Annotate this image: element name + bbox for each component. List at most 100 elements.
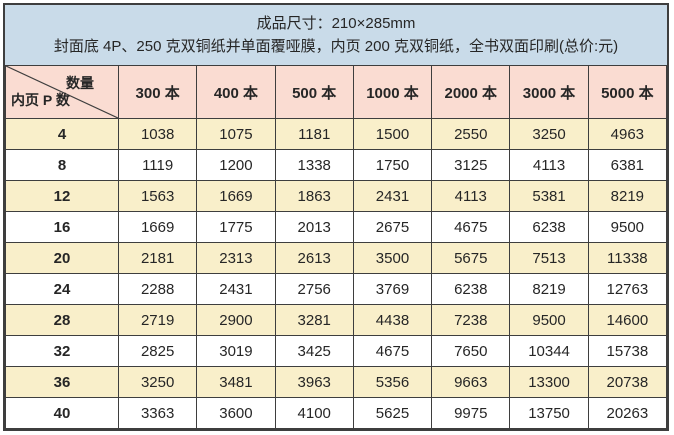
price-cell: 1863 xyxy=(274,180,354,212)
table-row: 32 2825 3019 3425 4675 7650 10344 15738 xyxy=(5,335,668,367)
price-cell: 3125 xyxy=(431,149,511,181)
price-cell: 2288 xyxy=(117,273,198,305)
price-cell: 13750 xyxy=(509,397,589,429)
price-cell: 7238 xyxy=(431,304,511,336)
price-cell: 8219 xyxy=(509,273,589,305)
price-cell: 12763 xyxy=(587,273,668,305)
column-header: 500 本 xyxy=(274,65,354,119)
price-cell: 5675 xyxy=(431,242,511,274)
price-cell: 4100 xyxy=(274,397,354,429)
spec-line-material: 封面底 4P、250 克双铜纸并单面覆哑膜，内页 200 克双铜纸，全书双面印刷… xyxy=(53,37,619,55)
table-row: 40 3363 3600 4100 5625 9975 13750 20263 xyxy=(5,397,668,429)
price-cell: 3769 xyxy=(352,273,433,305)
price-cell: 14600 xyxy=(587,304,668,336)
price-cell: 13300 xyxy=(509,366,589,398)
price-sheet: 成品尺寸：210×285mm 封面底 4P、250 克双铜纸并单面覆哑膜，内页 … xyxy=(3,3,669,431)
price-cell: 7513 xyxy=(509,242,589,274)
column-header: 5000 本 xyxy=(587,65,668,119)
price-cell: 2756 xyxy=(274,273,354,305)
price-cell: 6238 xyxy=(509,211,589,243)
price-cell: 1181 xyxy=(274,118,354,150)
diagonal-divider-icon xyxy=(6,66,118,118)
price-cell: 2675 xyxy=(352,211,433,243)
price-cell: 2550 xyxy=(431,118,511,150)
price-cell: 2431 xyxy=(352,180,433,212)
price-cell: 3500 xyxy=(352,242,433,274)
price-cell: 2313 xyxy=(196,242,276,274)
price-cell: 1669 xyxy=(196,180,276,212)
price-cell: 3963 xyxy=(274,366,354,398)
price-cell: 3363 xyxy=(117,397,198,429)
price-cell: 20263 xyxy=(587,397,668,429)
table-row: 24 2288 2431 2756 3769 6238 8219 12763 xyxy=(5,273,668,305)
table-row: 28 2719 2900 3281 4438 7238 9500 14600 xyxy=(5,304,668,336)
price-cell: 2013 xyxy=(274,211,354,243)
price-cell: 1038 xyxy=(117,118,198,150)
price-cell: 5381 xyxy=(509,180,589,212)
row-header-pages: 20 xyxy=(5,242,119,274)
spec-line-size: 成品尺寸：210×285mm xyxy=(256,15,416,32)
price-cell: 1750 xyxy=(352,149,433,181)
price-cell: 4113 xyxy=(509,149,589,181)
column-header-row: 数量 内页 P 数 300 本 400 本 500 本 1000 本 2000 本 300… xyxy=(5,65,668,119)
price-cell: 1119 xyxy=(117,149,198,181)
price-cell: 1500 xyxy=(352,118,433,150)
table-row: 16 1669 1775 2013 2675 4675 6238 9500 xyxy=(5,211,668,243)
price-cell: 4438 xyxy=(352,304,433,336)
price-cell: 3281 xyxy=(274,304,354,336)
column-header: 400 本 xyxy=(196,65,276,119)
price-cell: 3019 xyxy=(196,335,276,367)
price-cell: 1338 xyxy=(274,149,354,181)
price-cell: 6381 xyxy=(587,149,668,181)
price-cell: 4675 xyxy=(352,335,433,367)
price-cell: 3425 xyxy=(274,335,354,367)
price-cell: 9663 xyxy=(431,366,511,398)
corner-quantity-label: 数量 xyxy=(66,75,94,91)
row-header-pages: 36 xyxy=(5,366,119,398)
price-table: 数量 内页 P 数 300 本 400 本 500 本 1000 本 2000 本 300… xyxy=(5,65,668,429)
price-cell: 10344 xyxy=(509,335,589,367)
price-cell: 5625 xyxy=(352,397,433,429)
price-cell: 1563 xyxy=(117,180,198,212)
price-cell: 11338 xyxy=(587,242,668,274)
price-cell: 7650 xyxy=(431,335,511,367)
spec-header: 成品尺寸：210×285mm 封面底 4P、250 克双铜纸并单面覆哑膜，内页 … xyxy=(5,5,667,65)
price-cell: 1200 xyxy=(196,149,276,181)
column-header: 1000 本 xyxy=(352,65,433,119)
price-cell: 15738 xyxy=(587,335,668,367)
column-header: 3000 本 xyxy=(509,65,589,119)
price-cell: 4675 xyxy=(431,211,511,243)
corner-cell: 数量 内页 P 数 xyxy=(5,65,119,119)
price-cell: 2431 xyxy=(196,273,276,305)
row-header-pages: 8 xyxy=(5,149,119,181)
price-cell: 3250 xyxy=(117,366,198,398)
price-cell: 20738 xyxy=(587,366,668,398)
price-cell: 3600 xyxy=(196,397,276,429)
row-header-pages: 24 xyxy=(5,273,119,305)
price-cell: 8219 xyxy=(587,180,668,212)
price-cell: 3250 xyxy=(509,118,589,150)
table-row: 12 1563 1669 1863 2431 4113 5381 8219 xyxy=(5,180,668,212)
price-cell: 1669 xyxy=(117,211,198,243)
price-cell: 1075 xyxy=(196,118,276,150)
column-header: 2000 本 xyxy=(431,65,511,119)
price-cell: 1775 xyxy=(196,211,276,243)
row-header-pages: 32 xyxy=(5,335,119,367)
price-cell: 2900 xyxy=(196,304,276,336)
price-cell: 9500 xyxy=(509,304,589,336)
price-cell: 2825 xyxy=(117,335,198,367)
price-cell: 2181 xyxy=(117,242,198,274)
price-cell: 2613 xyxy=(274,242,354,274)
column-header: 300 本 xyxy=(117,65,198,119)
corner-pages-label: 内页 P 数 xyxy=(11,92,70,108)
price-cell: 9975 xyxy=(431,397,511,429)
row-header-pages: 12 xyxy=(5,180,119,212)
table-row: 20 2181 2313 2613 3500 5675 7513 11338 xyxy=(5,242,668,274)
price-cell: 2719 xyxy=(117,304,198,336)
table-row: 36 3250 3481 3963 5356 9663 13300 20738 xyxy=(5,366,668,398)
price-cell: 9500 xyxy=(587,211,668,243)
price-cell: 3481 xyxy=(196,366,276,398)
row-header-pages: 4 xyxy=(5,118,119,150)
price-cell: 6238 xyxy=(431,273,511,305)
row-header-pages: 40 xyxy=(5,397,119,429)
